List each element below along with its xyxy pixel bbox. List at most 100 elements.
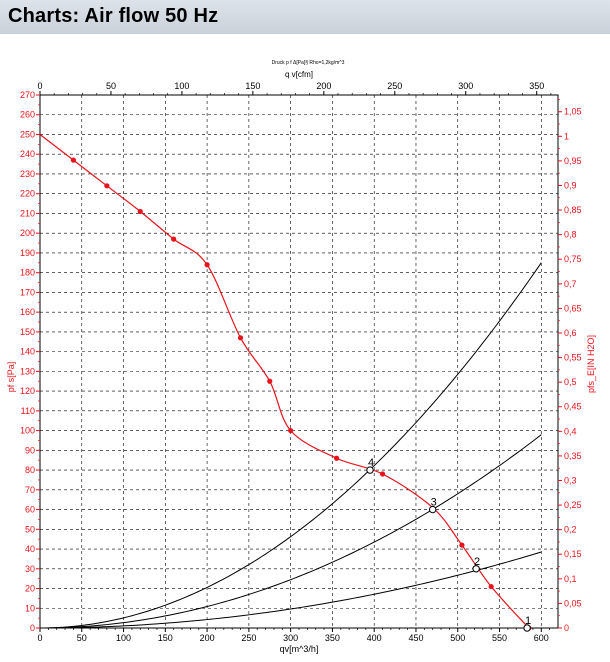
fan-curve-marker — [379, 471, 386, 477]
fan-curve-marker — [459, 542, 465, 548]
top-axis: 0 50 100 150 200 250 300 350 — [37, 81, 552, 95]
x-tick-label: 200 — [200, 633, 215, 643]
right-tick-label: 0 — [564, 623, 569, 633]
right-axis-label: pfs_E[IN H2O] — [586, 335, 596, 393]
operating-point-marker — [428, 505, 437, 514]
right-tick-label: 1,05 — [564, 107, 582, 117]
system-curve-line — [39, 551, 542, 629]
x-tick-label: 250 — [241, 633, 256, 643]
right-tick-label: 0,1 — [564, 574, 577, 584]
y-tick-label: 260 — [20, 110, 35, 120]
right-axis: 0 0,05 0,1 0,15 0,2 0,25 0,3 0,35 0,4 0,45 0,5 0,55… — [558, 99, 582, 633]
right-tick-label: 0,45 — [564, 402, 582, 412]
y-tick-label: 110 — [21, 406, 35, 416]
y-tick-label: 250 — [20, 129, 35, 139]
x-tick-label: 300 — [283, 633, 298, 643]
chart-title: Druck p f Δ[Pa]§ Rho=1,2kg/m^3 — [272, 60, 345, 66]
y-tick-label: 20 — [25, 584, 35, 594]
header-bar: Charts: Air flow 50 Hz — [0, 0, 610, 34]
right-tick-label: 0,2 — [564, 525, 577, 535]
y-tick-label: 270 — [20, 90, 35, 100]
y-axis-label: pf s[Pa] — [6, 362, 16, 393]
right-tick-label: 0,05 — [564, 598, 582, 608]
bottom-axis: 0 50 100 150 200 250 300 350 400 450 500 550 600 — [37, 628, 550, 643]
right-tick-label: 0,25 — [564, 500, 582, 510]
operating-point-label: 1 — [525, 615, 531, 627]
right-tick-label: 0,95 — [564, 156, 582, 166]
x-tick-label: 0 — [37, 633, 42, 643]
right-tick-label: 0,65 — [564, 303, 582, 313]
fan-curve-marker — [171, 236, 177, 242]
top-tick-label: 150 — [245, 81, 260, 91]
y-tick-label: 160 — [20, 307, 35, 317]
operating-point-label: 4 — [368, 457, 374, 469]
x-axis-label: qv[m^3/h] — [280, 644, 319, 654]
x-tick-label: 450 — [408, 633, 423, 643]
top-tick-label: 200 — [316, 81, 331, 91]
y-tick-label: 120 — [20, 386, 35, 396]
top-tick-label: 0 — [37, 81, 42, 91]
right-tick-label: 0,75 — [564, 254, 582, 264]
fan-curve-marker — [237, 335, 244, 341]
right-tick-label: 0,85 — [564, 205, 582, 215]
y-tick-label: 230 — [20, 169, 35, 179]
y-tick-label: 30 — [25, 564, 35, 574]
grid-lines — [40, 95, 558, 628]
y-tick-label: 130 — [20, 366, 35, 376]
system-curves — [39, 262, 542, 629]
fan-curve-marker — [104, 183, 110, 189]
x-tick-label: 50 — [77, 633, 87, 643]
fan-curve-marker — [137, 208, 143, 215]
x-tick-label: 500 — [450, 633, 465, 643]
right-tick-label: 0,35 — [564, 451, 582, 461]
y-tick-label: 220 — [20, 189, 35, 199]
top-tick-label: 300 — [458, 81, 473, 91]
fan-curve-marker — [488, 583, 494, 590]
x-tick-label: 350 — [325, 633, 340, 643]
operating-point-label: 2 — [474, 556, 480, 568]
x-tick-label: 550 — [492, 633, 507, 643]
right-tick-label: 0,55 — [564, 353, 582, 363]
right-tick-label: 0,6 — [564, 328, 577, 338]
right-tick-label: 0,8 — [564, 230, 577, 240]
fan-curve-marker — [70, 157, 77, 163]
operating-point-marker — [366, 466, 374, 474]
y-tick-label: 80 — [25, 465, 35, 475]
top-tick-label: 250 — [387, 81, 402, 91]
x-tick-label: 100 — [116, 633, 131, 643]
x-tick-label: 150 — [158, 633, 173, 643]
y-tick-label: 90 — [25, 445, 35, 455]
right-tick-label: 1 — [564, 131, 569, 141]
right-tick-label: 0,15 — [564, 549, 582, 559]
fan-curve-marker — [204, 262, 210, 268]
fan-curve-marker — [288, 427, 294, 434]
top-tick-label: 100 — [174, 81, 189, 91]
right-tick-label: 0,4 — [564, 426, 577, 436]
x-tick-label: 400 — [367, 633, 382, 643]
operating-point-marker — [523, 624, 531, 632]
air-flow-chart: Druck p f Δ[Pa]§ Rho=1,2kg/m^3 0 50 100 150… — [6, 60, 596, 654]
y-tick-label: 100 — [20, 426, 35, 436]
left-axis: 0 10 20 30 40 50 60 70 80 90 100 110 120 130 140 150 160… — [20, 90, 40, 633]
y-tick-label: 60 — [25, 505, 35, 515]
fan-curve-marker — [267, 378, 273, 384]
y-tick-label: 190 — [20, 248, 35, 258]
fan-curve — [39, 134, 532, 631]
fan-curve-marker — [333, 455, 340, 461]
top-axis-label: q v[cfm] — [285, 70, 313, 79]
y-tick-label: 40 — [25, 544, 35, 554]
top-tick-label: 50 — [106, 81, 116, 91]
y-tick-label: 240 — [20, 149, 35, 159]
plot-frame — [39, 94, 559, 629]
fan-curve-line — [39, 134, 530, 629]
y-tick-label: 0 — [30, 623, 35, 633]
system-curve-line — [39, 262, 542, 629]
page-title: Charts: Air flow 50 Hz — [8, 5, 219, 27]
y-tick-label: 150 — [20, 327, 35, 337]
y-tick-label: 140 — [20, 347, 35, 357]
y-tick-label: 170 — [20, 287, 35, 297]
operating-points: 4 3 2 1 — [366, 457, 531, 632]
right-tick-label: 0,3 — [564, 475, 577, 485]
right-tick-label: 0,9 — [564, 180, 577, 190]
y-tick-label: 50 — [25, 524, 35, 534]
